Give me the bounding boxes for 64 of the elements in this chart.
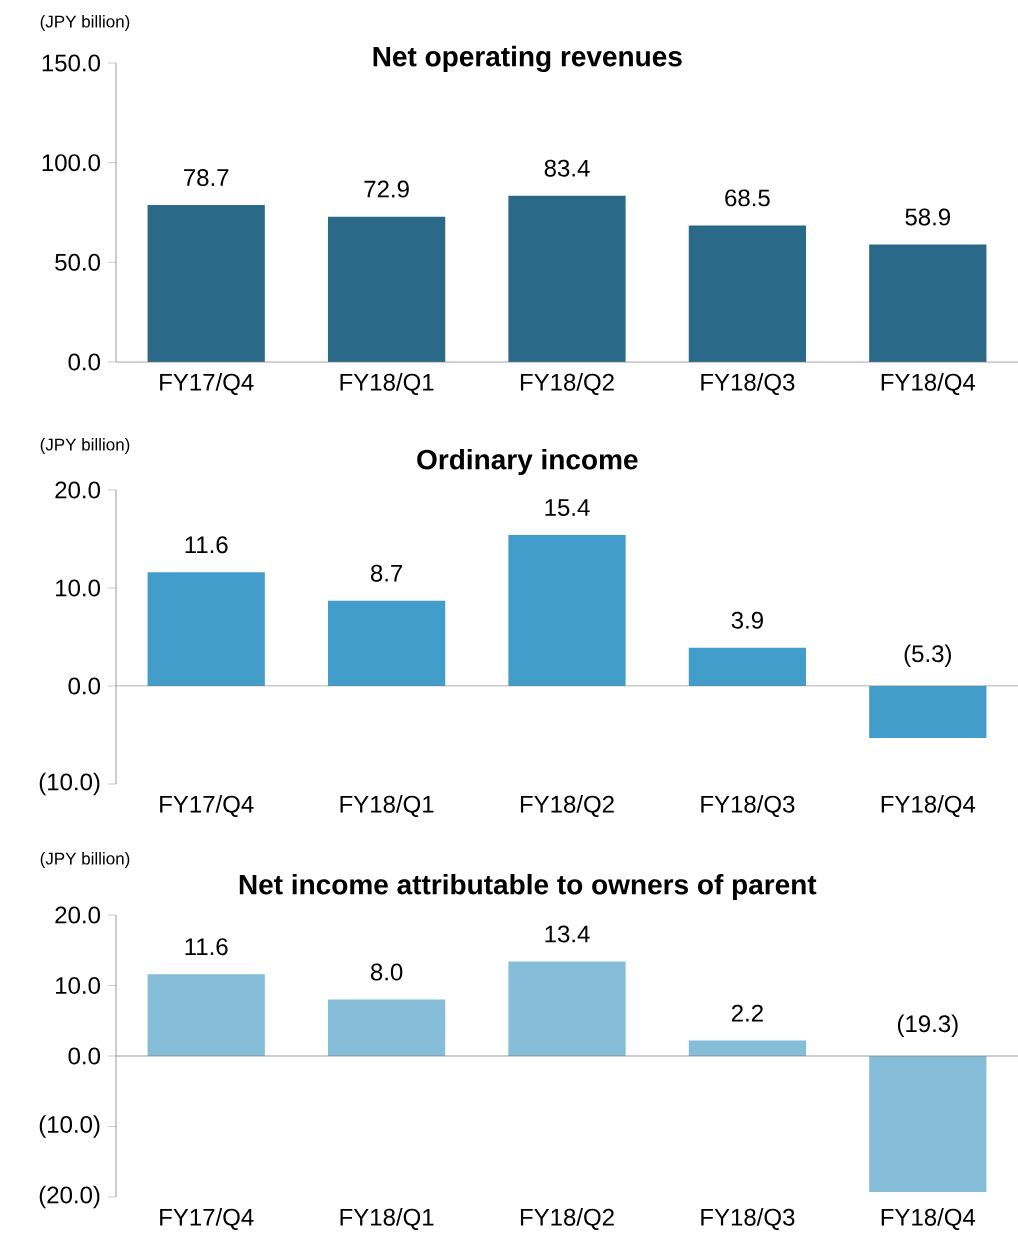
bar bbox=[147, 974, 265, 1056]
x-tick-label: FY18/Q1 bbox=[340, 795, 434, 817]
data-label: (5.3) bbox=[904, 644, 951, 667]
y-tick-label: 150.0 bbox=[42, 54, 100, 72]
x-tick-label: FY18/Q2 bbox=[520, 795, 614, 817]
data-label: 8.7 bbox=[370, 564, 403, 582]
data-label: 78.7 bbox=[184, 169, 229, 187]
bar bbox=[688, 1040, 807, 1056]
x-tick-label: FY18/Q3 bbox=[701, 795, 795, 817]
data-label: 3.9 bbox=[731, 611, 763, 629]
bar bbox=[508, 535, 626, 686]
chart-title: Net income attributable to owners of parent bbox=[239, 873, 817, 901]
x-tick-label: FY18/Q4 bbox=[881, 795, 976, 817]
y-tick-label: 0.0 bbox=[68, 677, 101, 695]
y-axis-title: (JPY billion) bbox=[40, 15, 130, 31]
bar bbox=[327, 216, 446, 362]
bar bbox=[327, 999, 446, 1056]
bar bbox=[869, 685, 987, 738]
x-tick-label: FY17/Q4 bbox=[160, 373, 254, 395]
data-label: 13.4 bbox=[545, 925, 590, 943]
y-axis-title: (JPY billion) bbox=[40, 438, 130, 454]
x-tick-label: FY18/Q4 bbox=[881, 373, 976, 395]
data-label: 72.9 bbox=[364, 180, 409, 198]
x-tick-label: FY18/Q2 bbox=[520, 1208, 614, 1230]
x-tick-label: FY18/Q3 bbox=[701, 373, 795, 395]
data-label: 11.6 bbox=[185, 938, 228, 956]
chart-title: Net operating revenues bbox=[373, 45, 682, 73]
data-label: 8.0 bbox=[370, 963, 403, 981]
bar bbox=[147, 205, 265, 362]
data-label: 2.2 bbox=[731, 1004, 763, 1022]
data-label: (19.3) bbox=[897, 1014, 958, 1037]
data-label: 15.4 bbox=[545, 499, 590, 516]
y-tick-label: 0.0 bbox=[68, 1047, 101, 1065]
y-tick-label: (10.0) bbox=[39, 772, 100, 796]
y-tick-label: (20.0) bbox=[39, 1185, 100, 1209]
bar bbox=[508, 195, 626, 362]
data-label: 11.6 bbox=[185, 536, 228, 554]
x-tick-label: FY18/Q2 bbox=[520, 373, 614, 395]
y-tick-label: 20.0 bbox=[55, 906, 101, 924]
y-tick-label: 10.0 bbox=[56, 579, 101, 597]
data-label: 58.9 bbox=[905, 208, 951, 226]
y-tick-label: (10.0) bbox=[39, 1115, 100, 1138]
y-axis-title: (JPY billion) bbox=[40, 852, 130, 868]
bar bbox=[688, 647, 807, 686]
x-tick-label: FY18/Q3 bbox=[701, 1208, 795, 1230]
x-tick-label: FY17/Q4 bbox=[160, 795, 254, 817]
data-label: 83.4 bbox=[544, 159, 590, 177]
bar bbox=[147, 572, 265, 686]
bar bbox=[869, 1056, 987, 1193]
y-tick-label: 50.0 bbox=[55, 253, 100, 271]
bar bbox=[508, 961, 626, 1056]
data-label: 68.5 bbox=[725, 189, 770, 207]
chart-title: Ordinary income bbox=[417, 448, 638, 476]
bar bbox=[688, 225, 807, 362]
x-tick-label: FY17/Q4 bbox=[160, 1208, 254, 1230]
y-tick-label: 20.0 bbox=[55, 481, 101, 499]
x-tick-label: FY18/Q1 bbox=[340, 373, 434, 395]
y-tick-label: 0.0 bbox=[68, 353, 101, 371]
x-tick-label: FY18/Q1 bbox=[340, 1208, 434, 1230]
bar bbox=[327, 600, 446, 686]
x-tick-label: FY18/Q4 bbox=[881, 1208, 976, 1230]
y-tick-label: 100.0 bbox=[42, 154, 100, 172]
y-tick-label: 10.0 bbox=[56, 977, 101, 994]
bar bbox=[869, 244, 987, 362]
